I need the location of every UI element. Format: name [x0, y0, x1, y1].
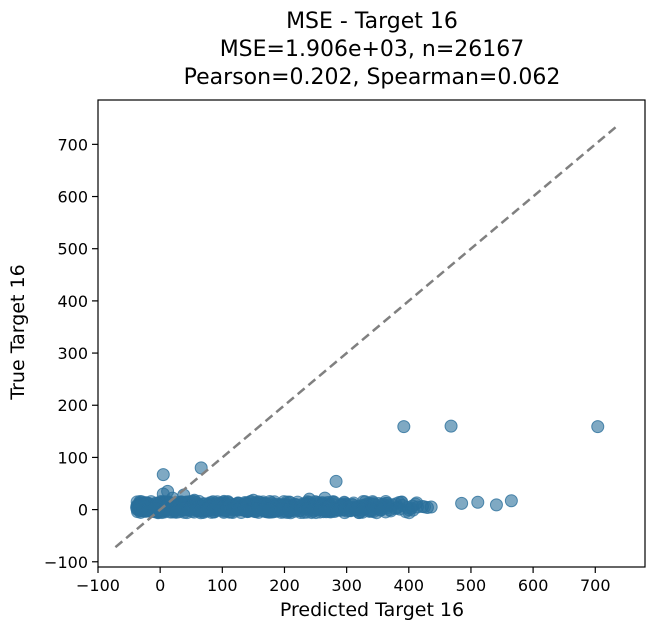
scatter-point: [402, 503, 416, 517]
scatter-point: [329, 474, 343, 488]
x-tick-label: 600: [518, 576, 549, 595]
scatter-point: [397, 420, 411, 434]
x-tick-label: 0: [155, 576, 165, 595]
x-tick-label: −100: [76, 576, 120, 595]
chart-title: MSE - Target 16: [286, 9, 458, 34]
scatter-point: [444, 419, 458, 433]
y-tick-label: 100: [57, 448, 88, 467]
y-tick-label: 700: [57, 135, 88, 154]
x-tick-label: 300: [331, 576, 362, 595]
chart-subtitle-1: MSE=1.906e+03, n=26167: [220, 37, 525, 62]
points-layer: [130, 419, 605, 520]
identity-reference-line: [114, 125, 618, 549]
scatter-point: [471, 495, 485, 509]
y-tick-label: −100: [44, 553, 88, 572]
y-tick-label: 0: [78, 501, 88, 520]
scatter-point: [489, 498, 503, 512]
x-tick-label: 500: [456, 576, 487, 595]
y-tick-label: 400: [57, 292, 88, 311]
scatter-point: [591, 420, 605, 434]
y-tick-label: 200: [57, 396, 88, 415]
x-tick-label: 400: [394, 576, 425, 595]
x-tick-label: 100: [207, 576, 238, 595]
chart-subtitle-2: Pearson=0.202, Spearman=0.062: [184, 65, 561, 90]
y-tick-label: 600: [57, 188, 88, 207]
y-tick-label: 500: [57, 240, 88, 259]
scatter-point: [424, 500, 438, 514]
axes-layer: −100 0 100 200 300 400 500 600 700 −100 0 100 200 300…: [44, 99, 646, 595]
y-axis-label: True Target 16: [7, 264, 29, 400]
x-tick-label: 200: [269, 576, 300, 595]
x-axis-label: Predicted Target 16: [280, 599, 464, 621]
y-tick-label: 300: [57, 344, 88, 363]
x-tick-label: 700: [580, 576, 611, 595]
scatter-point: [156, 468, 170, 482]
scatter-point: [455, 496, 469, 510]
reference-line-layer: [114, 125, 618, 549]
scatter-point: [504, 494, 518, 508]
plot-frame: [97, 99, 646, 568]
